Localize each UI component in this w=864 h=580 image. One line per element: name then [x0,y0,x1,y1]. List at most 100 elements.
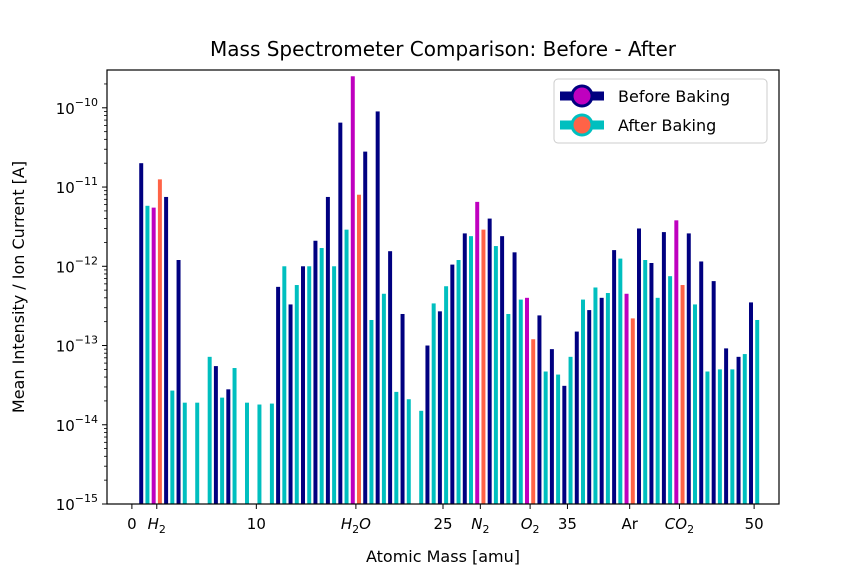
bar-after-mass-29 [493,246,498,504]
bar-before-mass-26 [450,264,455,504]
x-tick-label: N2 [471,515,489,536]
bar-before-mass-45 [686,233,691,504]
bar-before-mass-3 [164,196,169,504]
bar-after-mass-9 [245,402,249,504]
bar-after-mass-47 [717,369,722,504]
bar-before-mass-33 [537,315,542,504]
legend-label-before: Before Baking [618,87,730,106]
bar-after-mass-23 [419,410,424,504]
bar-after-mass-5 [195,402,200,504]
legend: Before Baking After Baking [553,78,768,144]
bar-after-mass-36 [581,299,585,504]
bar-before-mass-8 [226,389,231,504]
x-axis-label: Atomic Mass [amu] [366,547,520,566]
bar-after-mass-13 [294,285,299,504]
bar-after-mass-37 [593,287,598,504]
bars-layer [139,76,760,505]
bar-after-mass-38 [605,293,610,504]
bar-before-mass-7 [213,366,218,504]
bar-after-mass-42 [655,297,660,504]
bar-after-mass-34 [556,374,561,504]
bar-before-mass-39 [612,250,617,504]
legend-label-after: After Baking [618,116,716,135]
bar-before-mass-48 [724,348,729,504]
x-tick-label: 25 [433,515,452,533]
x-tick-label: 50 [745,515,764,533]
x-tick-label: CO2 [665,515,694,536]
bar-before-mass-36 [574,331,579,504]
x-tick-label: Ar [621,515,638,533]
bar-after-mass-2 [157,179,162,504]
bar-before-mass-12 [276,286,281,504]
legend-marker-before [570,84,594,108]
bar-before-mass-29 [487,218,492,504]
bar-after-mass-39 [618,258,623,504]
bar-before-mass-37 [587,310,592,504]
bar-before-mass-42 [649,263,654,504]
bar-before-mass-14 [301,266,305,504]
y-tick-label: 10−11 [56,175,98,197]
bar-before-mass-2 [151,207,156,504]
bar-before-mass-35 [562,385,567,504]
bar-after-mass-14 [307,266,312,504]
bar-before-mass-19 [363,151,368,505]
bar-after-mass-16 [332,266,337,504]
y-tick-label: 10−13 [56,334,98,356]
bar-after-mass-44 [680,285,685,504]
bar-after-mass-40 [630,318,635,504]
bar-before-mass-44 [674,220,679,504]
bar-after-mass-32 [531,339,536,504]
bar-after-mass-25 [444,286,449,504]
bar-after-mass-11 [269,403,274,504]
bar-after-mass-43 [668,276,673,504]
bar-after-mass-6 [207,356,212,504]
bar-after-mass-50 [755,319,760,504]
axes-layer: 0 H2 10 H2O 25 N2 O2 35 Ar CO2 50 10−15 10−14 10−13 10… [56,69,780,536]
bar-before-mass-17 [338,122,343,504]
chart-title: Mass Spectrometer Comparison: Before - A… [210,37,677,61]
y-tick-label: 10−15 [56,492,98,514]
bar-before-mass-13 [288,304,293,504]
bar-before-mass-32 [525,297,529,504]
bar-before-mass-34 [549,349,554,504]
bar-after-mass-31 [518,299,523,504]
bar-after-mass-48 [730,369,735,504]
bar-after-mass-19 [369,319,374,504]
bar-after-mass-10 [257,404,262,504]
bar-before-mass-38 [599,297,604,504]
bar-before-mass-4 [176,260,181,504]
bar-after-mass-8 [232,368,237,504]
legend-marker-after [570,113,594,137]
legend-entry-after: After Baking [560,113,716,137]
bar-after-mass-35 [568,356,573,504]
bar-before-mass-18 [350,76,355,505]
bar-before-mass-25 [437,311,442,504]
bar-after-mass-45 [693,304,697,504]
bar-before-mass-22 [400,313,405,504]
bar-after-mass-33 [543,371,548,504]
bar-after-mass-18 [357,194,361,504]
bar-after-mass-1 [145,205,150,505]
bar-after-mass-24 [431,303,436,504]
bar-before-mass-24 [425,345,430,504]
x-tick-label: 0 [127,515,137,533]
bar-after-mass-49 [742,354,747,504]
bar-before-mass-30 [500,236,505,504]
bar-before-mass-47 [711,281,716,504]
bar-after-mass-15 [319,248,324,504]
bar-after-mass-21 [394,391,399,504]
bar-before-mass-31 [512,252,517,504]
y-axis-label: Mean Intensity / Ion Current [A] [9,161,28,413]
bar-before-mass-50 [749,302,753,504]
y-tick-label: 10−10 [56,96,98,118]
legend-frame [553,78,768,144]
bar-after-mass-30 [506,313,511,504]
bar-after-mass-27 [469,236,473,504]
y-tick-label: 10−14 [56,413,98,435]
bar-before-mass-20 [375,111,380,505]
bar-before-mass-28 [475,201,480,504]
bar-before-mass-49 [736,356,741,504]
x-tick-label: 10 [247,515,266,533]
x-tick-label: H2 [148,515,166,536]
